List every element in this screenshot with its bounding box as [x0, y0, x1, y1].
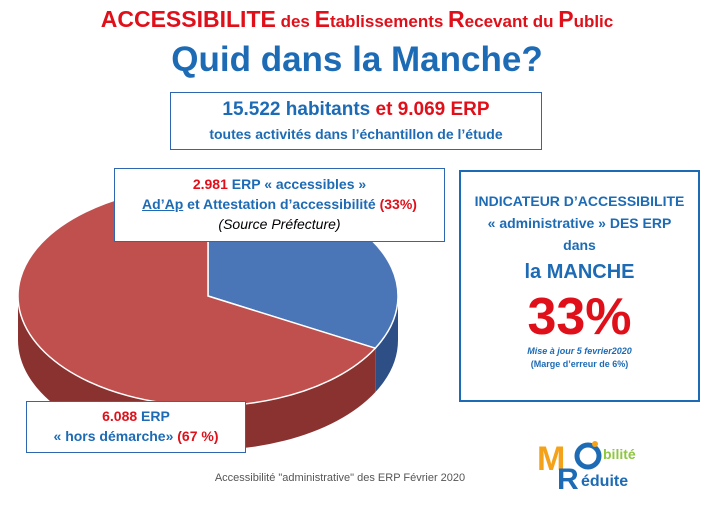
- title-seg-5: ecevant du: [464, 12, 559, 31]
- title-seg-2: E: [314, 6, 330, 32]
- page-title: Quid dans la Manche?: [171, 40, 543, 79]
- title-seg-4: R: [448, 6, 465, 32]
- hors-count: 6.088: [102, 408, 138, 424]
- indicator-value: 33%: [527, 288, 632, 346]
- title-seg-7: ublic: [573, 12, 614, 31]
- hors-label: ERP: [137, 408, 170, 424]
- indicator-line2: « administrative » DES ERP: [487, 215, 672, 231]
- title-seg-3: tablissements: [329, 12, 449, 31]
- logo-m: M: [537, 440, 565, 478]
- summary-box: 15.522 habitants et 9.069 ERP toutes act…: [170, 92, 542, 150]
- pie-slice-1: [17, 185, 377, 407]
- logo-wheel-icon: [574, 442, 602, 470]
- hors-pct: (67 %): [177, 428, 219, 444]
- habitants-text: 15.522 habitants: [222, 99, 371, 120]
- title-seg-0: ACCESSIBILITE: [100, 6, 276, 32]
- accessible-label-box: 2.981 ERP « accessibles » Ad’Ap et Attes…: [114, 168, 445, 242]
- indicator-margin: (Marge d’erreur de 6%): [530, 359, 629, 369]
- summary-et: et: [370, 99, 398, 120]
- summary-subtitle: toutes activités dans l’échantillon de l…: [209, 126, 503, 142]
- source-label: (Source Préfecture): [218, 216, 341, 232]
- indicator-line3: dans: [563, 237, 596, 253]
- logo-text2: éduite: [581, 473, 628, 490]
- title-line1: ACCESSIBILITE des Etablissements Recevan…: [0, 6, 714, 33]
- pie-side-0: [375, 296, 398, 393]
- indicator-region: la MANCHE: [524, 261, 635, 283]
- chart-caption: Accessibilité "administrative" des ERP F…: [214, 472, 466, 484]
- hors-label-box: 6.088 ERP « hors démarche» (67 %): [26, 401, 246, 453]
- logo-person-icon: [592, 441, 598, 447]
- title-seg-1: des: [275, 12, 315, 31]
- adap-label: Ad’Ap: [142, 196, 184, 212]
- logo-text1: bilité: [603, 446, 636, 462]
- indicator-update: Mise à jour 5 fevrier2020: [527, 346, 632, 356]
- hors-line2: « hors démarche»: [53, 428, 178, 444]
- indicator-box: INDICATEUR D’ACCESSIBILITE « administrat…: [459, 170, 700, 402]
- mobilite-reduite-logo: M bilité R éduite: [537, 440, 636, 494]
- accessible-pct: (33%): [379, 196, 417, 212]
- attestation-label: et Attestation d’accessibilité: [183, 196, 380, 212]
- title-seg-6: P: [558, 6, 574, 32]
- indicator-line1: INDICATEUR D’ACCESSIBILITE: [474, 193, 685, 209]
- accessible-count: 2.981: [192, 176, 228, 192]
- logo-r: R: [557, 463, 579, 494]
- erp-total: 9.069 ERP: [397, 99, 490, 120]
- accessible-label: ERP « accessibles »: [227, 176, 367, 192]
